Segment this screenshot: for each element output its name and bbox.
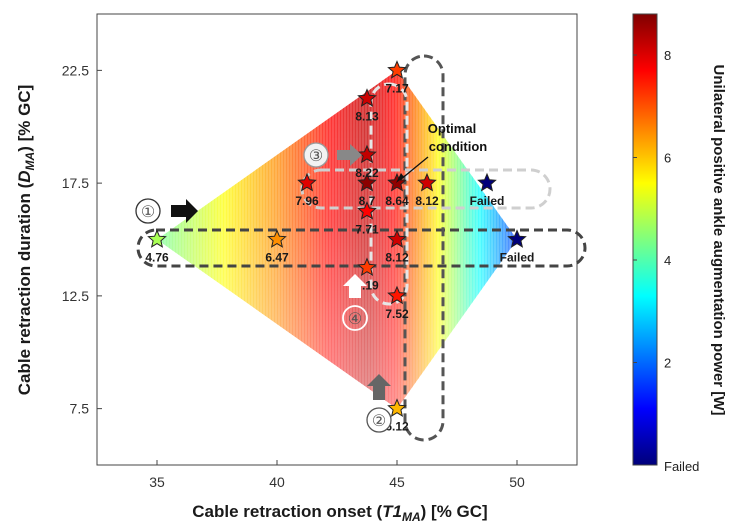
arrow-2-icon — [367, 374, 391, 400]
point-star — [357, 172, 377, 192]
point-star — [387, 398, 407, 417]
svg-text:③: ③ — [309, 148, 323, 165]
point-value-label: 4.76 — [145, 251, 169, 265]
colorbar-failed-label: Failed — [664, 459, 699, 474]
arrow-4-icon — [343, 274, 367, 298]
optimal-annotation: Optimal condition — [396, 121, 487, 183]
point-value-label: 8.22 — [355, 166, 379, 180]
svg-text:④: ④ — [348, 311, 362, 328]
point-value-label: 8.12 — [415, 194, 439, 208]
colorbar-tick-label: 6 — [664, 151, 671, 166]
colorbar-tick-label: 2 — [664, 356, 671, 371]
arrow-3-icon — [337, 144, 362, 166]
svg-text:①: ① — [141, 204, 155, 221]
point-star — [267, 229, 287, 248]
point-value-label: 8.7 — [359, 194, 376, 208]
colorbar: 2 4 6 8 Failed Unilateral positive ankle au… — [632, 13, 727, 474]
point-value-label: 7.96 — [295, 194, 319, 208]
x-tick-label: 45 — [389, 474, 405, 490]
point-value-label: 7.71 — [355, 222, 379, 236]
colorbar-tick-label: 8 — [664, 48, 671, 63]
point-value-label: Failed — [500, 251, 535, 265]
point-star — [387, 229, 407, 248]
point-star — [507, 229, 527, 248]
point-star — [477, 172, 497, 192]
y-tick-label: 22.5 — [62, 62, 89, 78]
point-star — [357, 257, 377, 277]
x-axis-label: Cable retraction onset (T1MA) [% GC] — [192, 502, 487, 524]
x-axis: 35 40 45 50 — [149, 460, 525, 490]
optimal-arrowhead — [396, 173, 404, 183]
point-star — [147, 229, 167, 248]
arrow-1-icon — [171, 199, 198, 223]
optimal-label-line2: condition — [429, 139, 488, 154]
point-star — [387, 285, 407, 305]
x-tick-label: 50 — [509, 474, 525, 490]
y-tick-label: 17.5 — [62, 175, 89, 191]
marker-3: ③ — [303, 142, 362, 168]
point-value-label: 8.12 — [385, 251, 409, 265]
colorbar-label: Unilateral positive ankle augmentation p… — [710, 65, 727, 416]
point-star — [387, 60, 407, 79]
optimal-label-line1: Optimal — [428, 121, 476, 136]
colorbar-gradient — [632, 13, 658, 466]
heatmap-region — [157, 70, 517, 409]
marker-2: ② — [366, 374, 392, 433]
y-tick-label: 12.5 — [62, 288, 89, 304]
point-value-label: 8.13 — [355, 110, 379, 124]
point-value-label: 8.64 — [385, 194, 409, 208]
y-tick-label: 7.5 — [70, 401, 90, 417]
marker-1: ① — [135, 198, 198, 224]
y-axis-label: Cable retraction duration (DMA) [% GC] — [15, 85, 37, 396]
plot-area — [96, 13, 578, 466]
colorbar-tick-label: 4 — [664, 253, 671, 268]
point-star — [417, 172, 437, 192]
point-value-label: 6.47 — [265, 251, 289, 265]
point-value-label: 7.52 — [385, 307, 409, 321]
svg-text:②: ② — [372, 413, 386, 430]
point-star — [357, 201, 377, 220]
group-2-outline — [403, 54, 445, 442]
point-value-label: 7.17 — [385, 81, 409, 95]
marker-4: ④ — [342, 274, 368, 331]
point-star — [297, 172, 317, 192]
point-star — [357, 88, 377, 107]
optimal-arrow — [399, 156, 429, 181]
x-tick-label: 35 — [149, 474, 165, 490]
point-value-label: Failed — [470, 194, 505, 208]
x-tick-label: 40 — [269, 474, 285, 490]
group-4-outline — [369, 82, 409, 306]
y-axis: 7.5 12.5 17.5 22.5 — [62, 62, 102, 417]
point-star — [357, 144, 377, 164]
